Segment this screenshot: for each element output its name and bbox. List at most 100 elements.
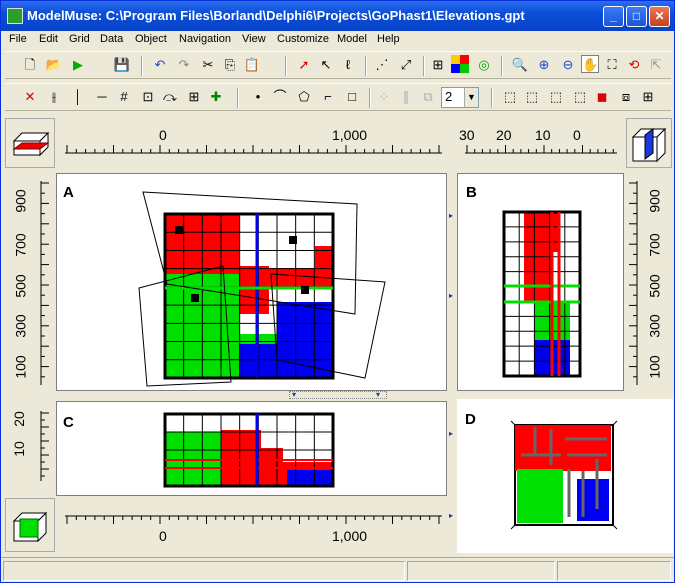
chevron-down-icon[interactable]: ▼ [464,88,478,107]
delete-grid-icon[interactable]: ✕ [24,89,36,104]
right-ruler-ticks [629,181,638,385]
top-view-canvas[interactable] [57,174,446,390]
3d-view-canvas[interactable] [457,399,673,553]
menu-edit[interactable]: Edit [39,33,58,45]
menu-data[interactable]: Data [100,33,124,45]
zoom-extents-icon[interactable]: ⛶ [607,57,617,72]
maximize-button[interactable]: □ [626,6,647,27]
side-view-panel[interactable]: B [457,173,624,391]
menu-customize[interactable]: Customize [277,33,329,45]
open-file-icon[interactable]: 📂 [45,57,63,72]
disabled-lines-icon: ∥ [402,89,410,104]
lower-splitter[interactable]: ▸ ▸ [448,411,456,520]
panel-label-c: C [63,414,74,431]
contour-icon[interactable]: ◎ [478,57,490,72]
menu-grid[interactable]: Grid [69,33,90,45]
save-icon[interactable]: 💾 [113,57,131,72]
zoom-in-icon[interactable]: ⊕ [538,57,550,72]
right-ruler-label-100: 100 [646,355,663,379]
panel-label-a: A [63,184,74,201]
rotate-grid-icon[interactable]: ⤼ [163,89,177,104]
title-bar: ModelMuse: C:\Program Files\Borland\Delp… [1,1,674,31]
menu-view[interactable]: View [242,33,266,45]
left-ruler-label-100: 100 [12,355,29,379]
polyline-icon[interactable]: ⌒ [273,89,287,104]
add-vertex-icon[interactable]: ⤢ [400,57,412,72]
cut-icon[interactable]: ✂ [202,57,214,72]
front-ruler: 20 10 [5,401,55,496]
vertical-splitter[interactable]: ▸ ▸ [448,181,456,391]
hierarchy-icon[interactable]: ⊞ [432,57,444,72]
close-button[interactable]: ✕ [649,6,670,27]
splitter-arrow-icon[interactable]: ▸ [449,511,454,520]
pan-icon[interactable]: ✋ [581,55,599,73]
horizontal-line-icon[interactable]: ─ [97,89,107,104]
splitter-arrow-icon[interactable]: ▸ [449,291,454,300]
minimize-button[interactable]: _ [603,6,624,27]
column-icon[interactable]: ⫲ [51,89,57,104]
front-view-panel[interactable]: C [56,401,447,496]
straight-line-icon[interactable]: ⌐ [324,89,332,104]
copy-icon[interactable]: ⎘ [224,57,236,72]
left-ruler-label-300: 300 [12,314,29,338]
grid-icon[interactable]: # [120,89,128,104]
run-icon[interactable]: ▶ [73,57,83,72]
point-icon[interactable]: • [255,89,261,104]
menu-file[interactable]: File [9,33,27,45]
front-ruler-label-10: 10 [10,441,27,457]
undo-icon[interactable]: ↶ [154,57,166,72]
smooth-grid-icon[interactable]: ⊞ [188,89,200,104]
move-vertex-icon[interactable]: ⋰ [375,57,389,72]
3d-view-panel[interactable]: D [457,399,673,553]
right-ruler-label-30: 30 [459,127,475,143]
polygon-icon[interactable]: ⬠ [298,89,310,104]
color-grid-icon[interactable] [451,55,469,73]
cube-front-icon[interactable]: ⬚ [503,89,517,104]
zoom-icon[interactable]: 🔍 [511,57,529,72]
lasso-icon[interactable]: ℓ [345,57,351,72]
cube-top-icon[interactable]: ⬚ [549,89,563,104]
front-ruler-label-20: 20 [10,411,27,427]
right-ruler-label-300: 300 [646,314,663,338]
cube-color-icon[interactable]: ◼ [596,89,608,104]
menu-navigation[interactable]: Navigation [179,33,231,45]
side-view-button[interactable] [626,118,672,168]
bottom-ruler: 0 1,000 [57,498,447,554]
rectangle-icon[interactable]: □ [348,89,356,104]
table-icon[interactable]: ⊞ [642,89,654,104]
side-view-canvas[interactable] [458,174,623,390]
cube-wire-icon[interactable]: ⧈ [621,89,631,104]
front-view-canvas[interactable] [57,402,446,495]
cube-back-icon[interactable]: ⬚ [573,89,587,104]
new-file-icon[interactable]: 🗋 [24,57,36,72]
toolbar-main: 🗋 📂 ▶ 💾 ↶ ↷ ✂ ⎘ 📋 ➚ ↖ ℓ ⋰ ⤢ ⊞ ◎ 🔍 ⊕ ⊖ ✋ … [5,51,671,79]
restore-view-icon[interactable]: ⟲ [628,57,640,72]
right-ruler-label-500: 500 [646,274,663,298]
select-point-icon[interactable]: ↖ [320,57,332,72]
front-view-button[interactable] [5,498,55,552]
cube-side-icon[interactable]: ⬚ [525,89,539,104]
menu-model[interactable]: Model [337,33,367,45]
top-view-panel[interactable]: A [56,173,447,391]
layer-dropdown[interactable]: 2 ▼ [441,87,479,108]
menu-object[interactable]: Object [135,33,167,45]
grid-boundary-icon[interactable]: ⊡ [142,89,154,104]
top-view-button[interactable] [5,118,55,168]
splitter-arrow-icon[interactable]: ▸ [449,429,454,438]
left-ruler-label-500: 500 [12,274,29,298]
splitter-arrow-icon[interactable]: ▸ [449,211,454,220]
add-icon[interactable]: ✚ [210,89,222,104]
paste-icon[interactable]: 📋 [243,57,261,72]
disabled-tool-icon[interactable]: ⇱ [650,57,662,72]
zoom-out-icon[interactable]: ⊖ [562,57,574,72]
splitter-arrow-icon[interactable]: ▾ [292,390,297,399]
horizontal-splitter[interactable]: ▾ ▾ [289,390,387,399]
right-ruler: 900 700 500 300 100 [627,173,672,391]
vertical-line-icon[interactable]: │ [73,89,83,104]
redo-icon[interactable]: ↷ [178,57,190,72]
splitter-arrow-icon[interactable]: ▾ [376,390,381,399]
top-ruler-ticks [65,145,442,154]
status-panel-main [3,561,405,581]
menu-help[interactable]: Help [377,33,400,45]
select-arrow-icon[interactable]: ➚ [298,57,310,72]
